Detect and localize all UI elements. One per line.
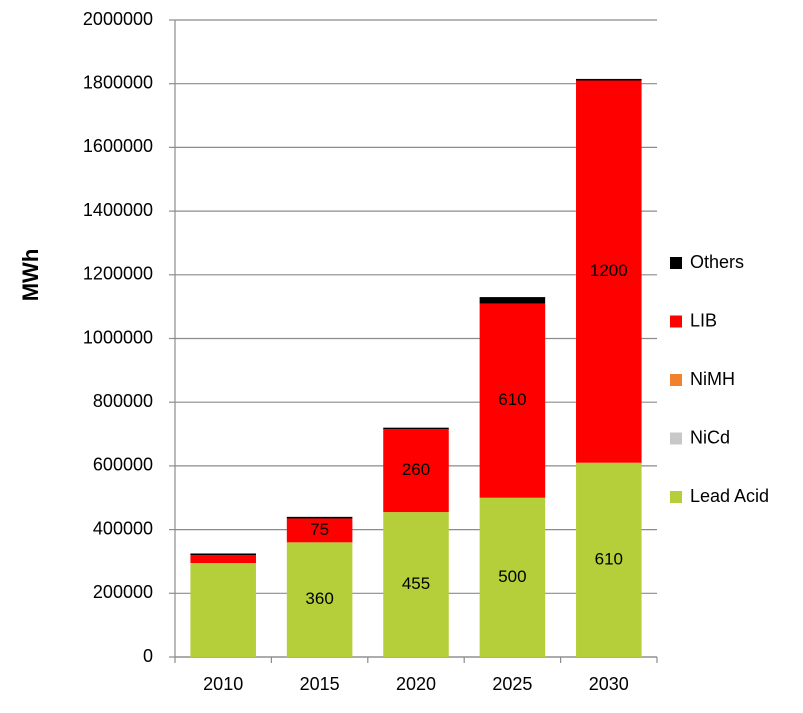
x-tick-label: 2010: [203, 674, 243, 694]
legend-label: Lead Acid: [690, 486, 769, 506]
y-tick-label: 200000: [93, 582, 153, 602]
y-tick-label: 2000000: [83, 9, 153, 29]
bar-segment: [479, 497, 546, 657]
bar-segment: [190, 553, 256, 556]
legend-swatch: [670, 491, 682, 503]
bar-segment: [190, 555, 256, 564]
legend-label: LIB: [690, 310, 717, 330]
bar-segment: [383, 427, 449, 430]
data-label: 260: [402, 460, 430, 479]
bar-segment: [576, 80, 642, 463]
x-tick-label: 2020: [396, 674, 436, 694]
bar-segment: [383, 429, 449, 513]
bar-segment: [286, 542, 353, 657]
data-label: 610: [498, 390, 526, 409]
x-tick-label: 2025: [492, 674, 532, 694]
y-tick-label: 400000: [93, 518, 153, 538]
data-label: 1200: [590, 261, 628, 280]
bar-segment: [479, 303, 546, 498]
bar-segment: [383, 512, 449, 657]
y-tick-label: 800000: [93, 391, 153, 411]
y-tick-label: 1400000: [83, 200, 153, 220]
legend-swatch: [670, 432, 682, 445]
legend-swatch: [670, 257, 682, 269]
y-tick-label: 600000: [93, 455, 153, 475]
bar-segment: [286, 518, 353, 543]
legend-label: NiCd: [690, 427, 730, 447]
data-label: 500: [498, 567, 526, 586]
legend-label: NiMH: [690, 369, 735, 389]
y-tick-label: 1000000: [83, 327, 153, 347]
x-tick-label: 2015: [300, 674, 340, 694]
legend-label: Others: [690, 252, 744, 272]
data-label: 75: [310, 520, 329, 539]
bar-segment: [286, 516, 353, 519]
y-tick-label: 1800000: [83, 72, 153, 92]
x-tick-label: 2030: [589, 674, 629, 694]
y-axis-label: MWh: [18, 249, 43, 302]
bar-segment: [576, 78, 642, 81]
y-tick-label: 0: [143, 646, 153, 666]
legend-swatch: [670, 374, 682, 386]
data-label: 610: [595, 549, 623, 568]
bar-segment: [576, 462, 642, 657]
data-label: 455: [402, 574, 430, 593]
legend-swatch: [670, 315, 682, 328]
y-tick-label: 1600000: [83, 136, 153, 156]
data-label: 360: [305, 589, 333, 608]
bar-segment: [479, 297, 546, 304]
bar-segment: [190, 563, 256, 657]
y-tick-label: 1200000: [83, 264, 153, 284]
